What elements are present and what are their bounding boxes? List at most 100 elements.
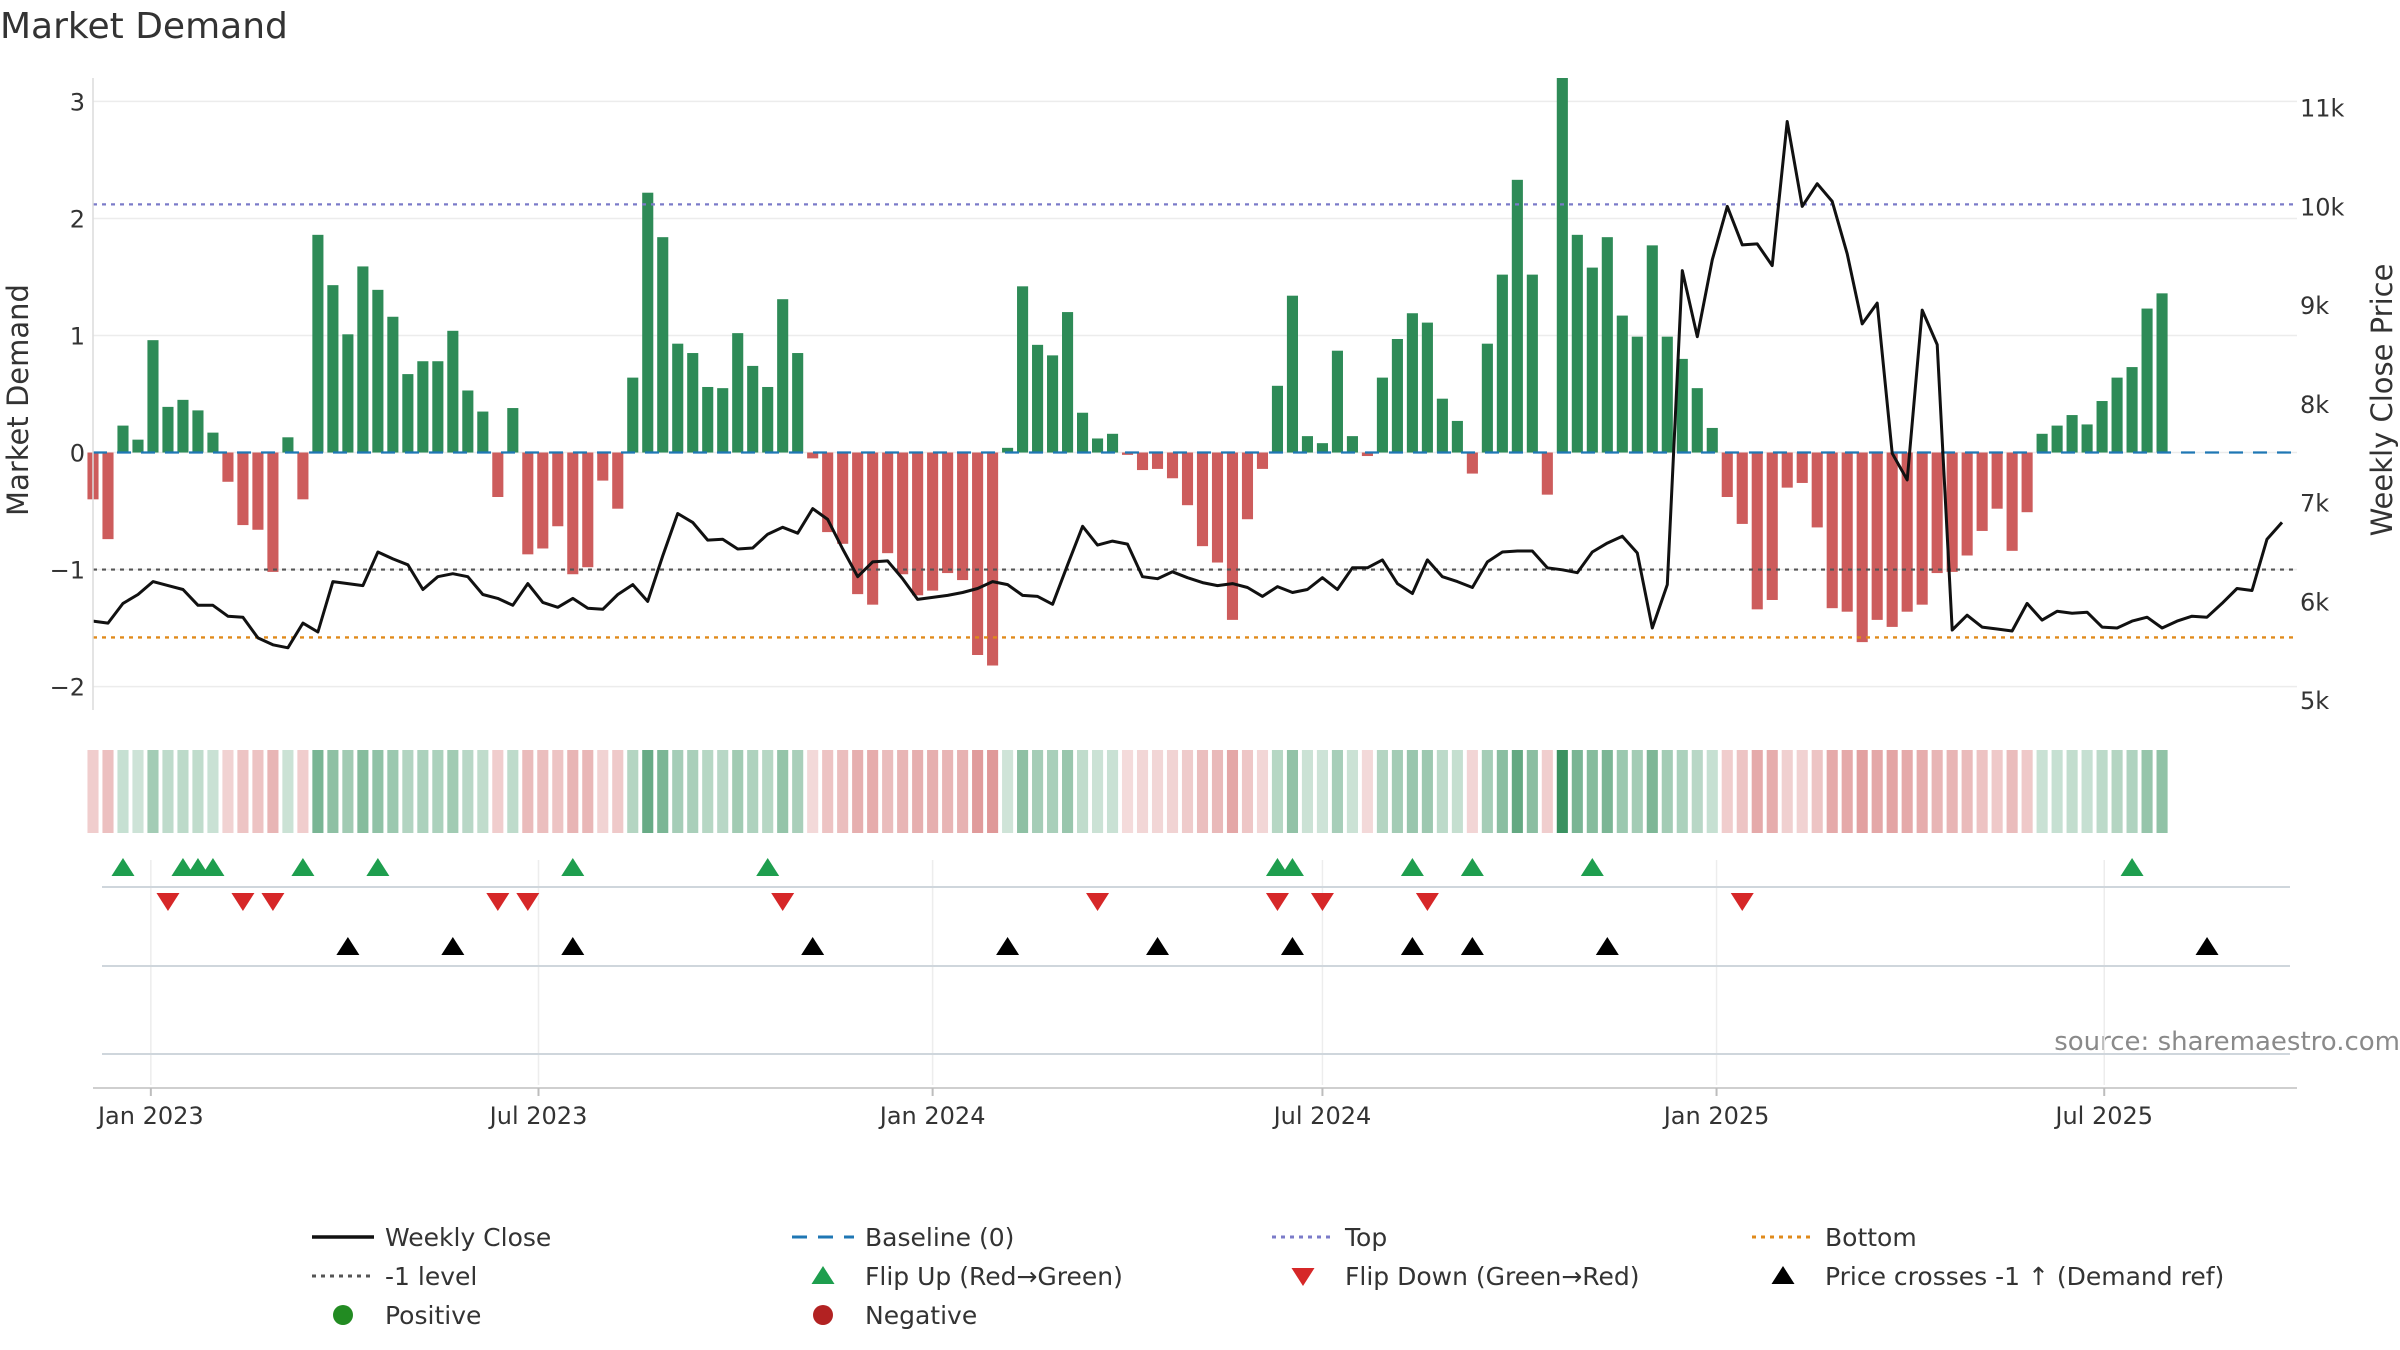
heat-cell: [252, 750, 264, 833]
heat-cell: [1901, 750, 1913, 833]
heat-cell: [147, 750, 159, 833]
heat-cell: [132, 750, 144, 833]
x-tick-label: Jul 2024: [1272, 1102, 1372, 1130]
heat-cell: [597, 750, 609, 833]
demand-bar: [762, 386, 774, 453]
heat-cell: [2036, 750, 2048, 833]
heat-cell: [357, 750, 369, 833]
demand-bar: [117, 425, 129, 453]
demand-bar: [1406, 313, 1418, 453]
demand-bar: [792, 353, 804, 453]
heat-cell: [612, 750, 624, 833]
demand-bar: [2036, 433, 2048, 453]
demand-bar: [1256, 452, 1269, 469]
flip-down-marker: [486, 893, 510, 911]
heat-cell: [222, 750, 234, 833]
demand-bar: [222, 452, 234, 482]
flip-down-marker: [1310, 893, 1334, 911]
legend-label-neg_level: -1 level: [385, 1262, 477, 1291]
price-cross-marker: [1280, 937, 1304, 955]
flip-down-marker: [1415, 893, 1439, 911]
demand-bar: [237, 452, 249, 526]
flip-up-marker: [1265, 858, 1289, 876]
demand-bar: [972, 452, 984, 655]
price-cross-marker: [1146, 937, 1170, 955]
demand-bar: [492, 452, 504, 497]
heat-cell: [1541, 750, 1553, 833]
demand-bar: [1062, 312, 1074, 453]
flip-up-marker: [756, 858, 780, 876]
heat-cell: [537, 750, 549, 833]
demand-bar: [1946, 452, 1958, 572]
legend-swatch-price_cross: [1771, 1266, 1795, 1284]
demand-bar: [1331, 350, 1343, 453]
heat-cell: [1451, 750, 1463, 833]
demand-heat-strip: [87, 750, 2168, 833]
flip-down-marker: [771, 893, 795, 911]
x-tick-label: Jan 2023: [96, 1102, 204, 1130]
heat-cell: [837, 750, 849, 833]
heat-cell: [477, 750, 489, 833]
heat-cell: [552, 750, 564, 833]
heat-cell: [2111, 750, 2123, 833]
y2-tick-label: 10k: [2300, 193, 2345, 221]
legend-label-price_cross: Price crosses -1 ↑ (Demand ref): [1825, 1262, 2224, 1291]
flip-up-marker: [201, 858, 225, 876]
demand-bar: [927, 452, 939, 591]
demand-bar: [1361, 452, 1373, 457]
flip-down-marker: [1265, 893, 1289, 911]
demand-bar: [1616, 315, 1628, 453]
heat-cell: [2006, 750, 2018, 833]
demand-bar: [357, 266, 369, 453]
demand-bar: [1496, 274, 1508, 453]
demand-bar: [312, 234, 324, 453]
flip-up-marker: [291, 858, 315, 876]
legend-label-negative: Negative: [865, 1301, 977, 1330]
demand-bar: [2111, 377, 2123, 453]
heat-cell: [1436, 750, 1448, 833]
heat-cell: [777, 750, 789, 833]
flip-up-marker: [1400, 858, 1424, 876]
demand-bar: [597, 452, 609, 481]
demand-bar: [717, 388, 729, 453]
flip-down-marker: [1086, 893, 1110, 911]
heat-cell: [237, 750, 249, 833]
demand-bar: [462, 390, 474, 453]
heat-cell: [1661, 750, 1673, 833]
demand-bar: [417, 361, 429, 453]
demand-bar: [432, 361, 444, 453]
legend-label-positive: Positive: [385, 1301, 481, 1330]
demand-bar: [1721, 452, 1733, 497]
y-tick-label: −2: [50, 674, 85, 702]
heat-cell: [2126, 750, 2138, 833]
heat-cell: [2141, 750, 2153, 833]
demand-bar: [282, 437, 294, 453]
event-markers: [111, 858, 2219, 955]
y2-tick-label: 8k: [2300, 391, 2329, 419]
demand-bar: [147, 340, 159, 453]
heat-cell: [1047, 750, 1059, 833]
demand-bar: [252, 452, 264, 530]
legend-label-flip_down: Flip Down (Green→Red): [1345, 1262, 1640, 1291]
y2-tick-label: 11k: [2300, 95, 2345, 123]
demand-bar: [837, 452, 849, 544]
demand-bar: [1391, 338, 1403, 453]
heat-cell: [327, 750, 339, 833]
demand-bar: [1541, 452, 1553, 495]
demand-bar: [1676, 358, 1688, 453]
heat-cell: [1106, 750, 1119, 833]
heat-cell: [417, 750, 429, 833]
y2-tick-label: 6k: [2300, 588, 2329, 616]
demand-bar: [1106, 433, 1119, 453]
demand-bar: [1346, 436, 1358, 453]
demand-bar: [1631, 336, 1643, 453]
demand-bar: [267, 452, 279, 572]
demand-bar: [852, 452, 864, 595]
y2-axis-title: Weekly Close Price: [2365, 264, 2399, 537]
demand-bar: [1661, 336, 1673, 453]
heat-cell: [462, 750, 474, 833]
heat-cell: [1286, 750, 1299, 833]
flip-down-marker: [231, 893, 255, 911]
demand-bar: [387, 316, 399, 453]
